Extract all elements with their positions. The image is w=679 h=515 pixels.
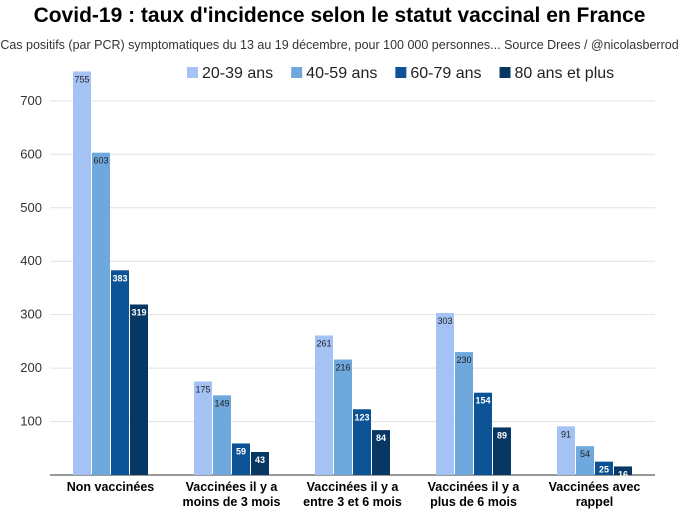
bar-data-label: 43 [255,455,265,465]
bar [73,71,91,475]
bar-data-label: 54 [580,449,590,459]
y-tick-label: 500 [20,200,42,215]
x-category-label: Non vaccinées [67,480,155,494]
legend-swatch [499,67,511,78]
x-category-label: Vaccinées avec [549,480,641,494]
bar-data-label: 755 [74,74,89,84]
legend-label: 80 ans et plus [515,65,615,82]
bar [474,392,492,475]
legend-swatch [187,67,198,78]
bar-data-label: 123 [354,412,369,422]
bar [436,313,454,475]
x-category-label: Vaccinées il y a [307,480,400,494]
legend-label: 40-59 ans [306,65,377,82]
bar-data-label: 383 [112,273,127,283]
bar [194,381,212,475]
legend-swatch [395,67,407,78]
legend: 20-39 ans 40-59 ans 60-79 ans 80 ans et plu… [187,65,614,82]
bar [92,152,110,475]
x-category-label: moins de 3 mois [183,495,281,509]
bar-data-label: 319 [131,307,146,317]
bar [614,466,632,475]
legend-swatch [291,67,303,78]
bar-data-label: 261 [316,338,331,348]
bar-data-label: 84 [376,433,386,443]
bar [493,427,511,475]
bar [334,359,352,475]
bar-data-label: 59 [236,446,246,456]
bar-data-label: 303 [437,316,452,326]
bar [576,446,594,475]
bar [232,443,250,475]
bar [353,409,371,475]
x-category-label: Vaccinées il y a [428,480,521,494]
y-axis: 100 200 300 400 500 600 700 [20,93,655,476]
y-tick-label: 400 [20,253,42,268]
bar [130,304,148,475]
chart-title: Covid-19 : taux d'incidence selon le sta… [33,4,646,27]
y-tick-label: 700 [20,93,42,108]
bars: 755 603 383 319 175 149 59 43 261 216 123 84 303 230 1… [73,71,632,479]
bar-data-label: 89 [497,430,507,440]
bar [372,430,390,475]
bar-data-label: 216 [335,363,350,373]
y-tick-label: 600 [20,146,42,161]
y-tick-label: 300 [20,307,42,322]
gridlines [50,100,655,423]
bar [315,335,333,475]
bar [595,461,613,475]
x-category-label: plus de 6 mois [430,495,517,509]
bar-data-label: 149 [214,398,229,408]
legend-label: 60-79 ans [410,65,481,82]
bar-data-label: 603 [93,156,108,166]
bar-data-label: 91 [561,429,571,439]
bar-data-label: 16 [618,469,628,479]
chart-subtitle: Cas positifs (par PCR) symptomatiques du… [0,38,679,52]
x-category-label: rappel [576,495,614,509]
bar-data-label: 154 [475,396,490,406]
bar-data-label: 175 [195,384,210,394]
x-category-label: entre 3 et 6 mois [303,495,402,509]
bar [213,395,231,475]
y-tick-label: 100 [20,414,42,429]
bar-data-label: 230 [456,355,471,365]
bar [251,452,269,475]
bar [557,426,575,475]
x-category-label: Vaccinées il y a [186,480,279,494]
legend-label: 20-39 ans [202,65,273,82]
bar [455,352,473,475]
bar-data-label: 25 [599,465,609,475]
bar [111,270,129,475]
y-tick-label: 200 [20,360,42,375]
